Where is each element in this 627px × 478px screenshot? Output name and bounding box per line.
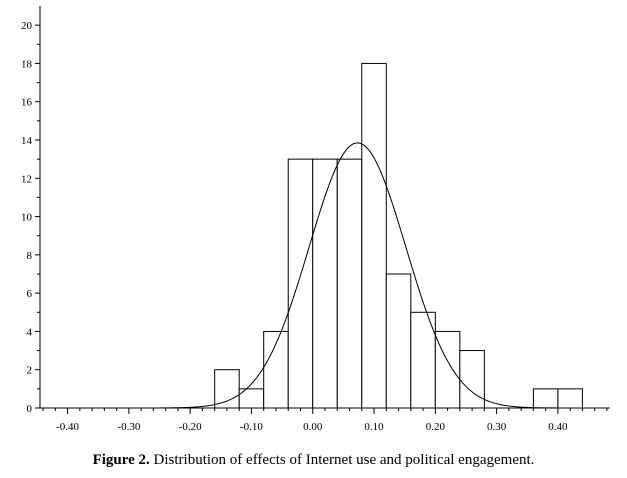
x-tick-label: 0.10 [364,421,384,433]
x-tick-label: 0.00 [303,421,323,433]
histogram-bar-12 [532,388,559,409]
x-tick-label: 0.20 [426,421,446,433]
histogram-bar-8 [385,273,412,409]
y-tick-label: 12 [21,173,32,185]
y-tick-label: 18 [21,58,33,70]
chart-axes: 0 2 4 6 8 10 12 14 16 18 20 -0.40 -0.30 -0.20 -0.10 0.0… [21,6,610,433]
histogram-bar-4 [287,158,314,409]
x-tick-label: 0.40 [548,421,568,433]
figure-caption: Figure 2. Distribution of effects of Int… [0,452,627,469]
x-tick-label: -0.30 [117,421,140,433]
x-tick-label: -0.20 [179,421,202,433]
histogram-bar-1 [214,369,240,409]
x-tick-label: -0.40 [56,421,79,433]
histogram-bar-6 [336,158,363,409]
histogram-bar-9 [410,311,436,409]
histogram-bar-13 [557,388,583,409]
y-tick-label: 20 [21,20,33,32]
y-tick-label: 10 [21,212,33,224]
y-tick-label: 2 [27,365,33,377]
y-tick-label: 16 [21,97,33,109]
x-tick-label: 0.30 [487,421,507,433]
y-tick-label: 6 [27,288,33,300]
y-tick-label: 4 [27,326,33,338]
y-tick-label: 8 [27,250,33,262]
y-tick-label: 14 [21,135,33,147]
histogram-chart: 0 2 4 6 8 10 12 14 16 18 20 -0.40 -0.30 -0.20 -0.10 0.0… [21,6,610,433]
figure-caption-text: Distribution of effects of Internet use … [153,452,535,468]
histogram-bar-7 [361,62,387,409]
y-tick-label: 0 [27,403,33,415]
figure-caption-label: Figure 2. [92,452,150,468]
x-tick-label: -0.10 [240,421,263,433]
histogram-bar-11 [459,350,485,409]
